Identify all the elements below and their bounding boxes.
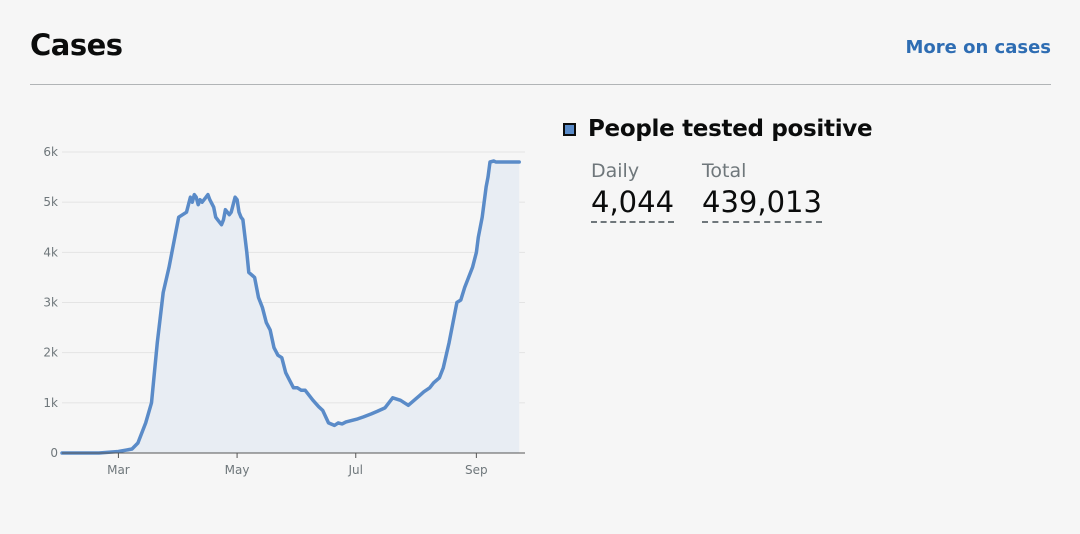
daily-value[interactable]: 4,044 bbox=[591, 186, 675, 223]
daily-stat: Daily 4,044 bbox=[591, 160, 675, 223]
header-divider bbox=[30, 84, 1051, 85]
y-axis-ticks: 0 1k 2k 3k 4k 5k 6k bbox=[43, 145, 58, 460]
cases-chart: 0 1k 2k 3k 4k 5k 6k Mar May Jul Sep bbox=[43, 145, 525, 477]
x-axis-ticks: Mar May Jul Sep bbox=[107, 453, 488, 477]
x-tick-label: Mar bbox=[107, 463, 130, 477]
more-on-cases-link[interactable]: More on cases bbox=[905, 37, 1051, 58]
y-tick-label: 0 bbox=[50, 446, 58, 460]
legend: People tested positive Daily 4,044 Total… bbox=[563, 116, 873, 223]
legend-row: People tested positive bbox=[563, 116, 873, 142]
y-tick-label: 3k bbox=[43, 296, 58, 310]
cases-line bbox=[60, 159, 521, 455]
y-tick-label: 4k bbox=[43, 245, 58, 259]
legend-title: People tested positive bbox=[588, 116, 873, 142]
y-tick-label: 2k bbox=[43, 346, 58, 360]
x-tick-label: Sep bbox=[465, 463, 488, 477]
total-label: Total bbox=[702, 160, 747, 182]
total-stat: Total 439,013 bbox=[702, 162, 822, 223]
daily-label: Daily bbox=[591, 160, 640, 182]
x-tick-label: Jul bbox=[348, 463, 363, 477]
x-tick-label: May bbox=[225, 463, 250, 477]
stats-row: Daily 4,044 Total 439,013 bbox=[591, 162, 872, 223]
cases-area-fill bbox=[62, 161, 520, 453]
y-tick-label: 6k bbox=[43, 145, 58, 159]
total-value[interactable]: 439,013 bbox=[702, 186, 822, 223]
y-tick-label: 5k bbox=[43, 195, 58, 209]
legend-swatch bbox=[563, 122, 576, 136]
page-title: Cases bbox=[30, 28, 123, 62]
y-tick-label: 1k bbox=[43, 396, 58, 410]
